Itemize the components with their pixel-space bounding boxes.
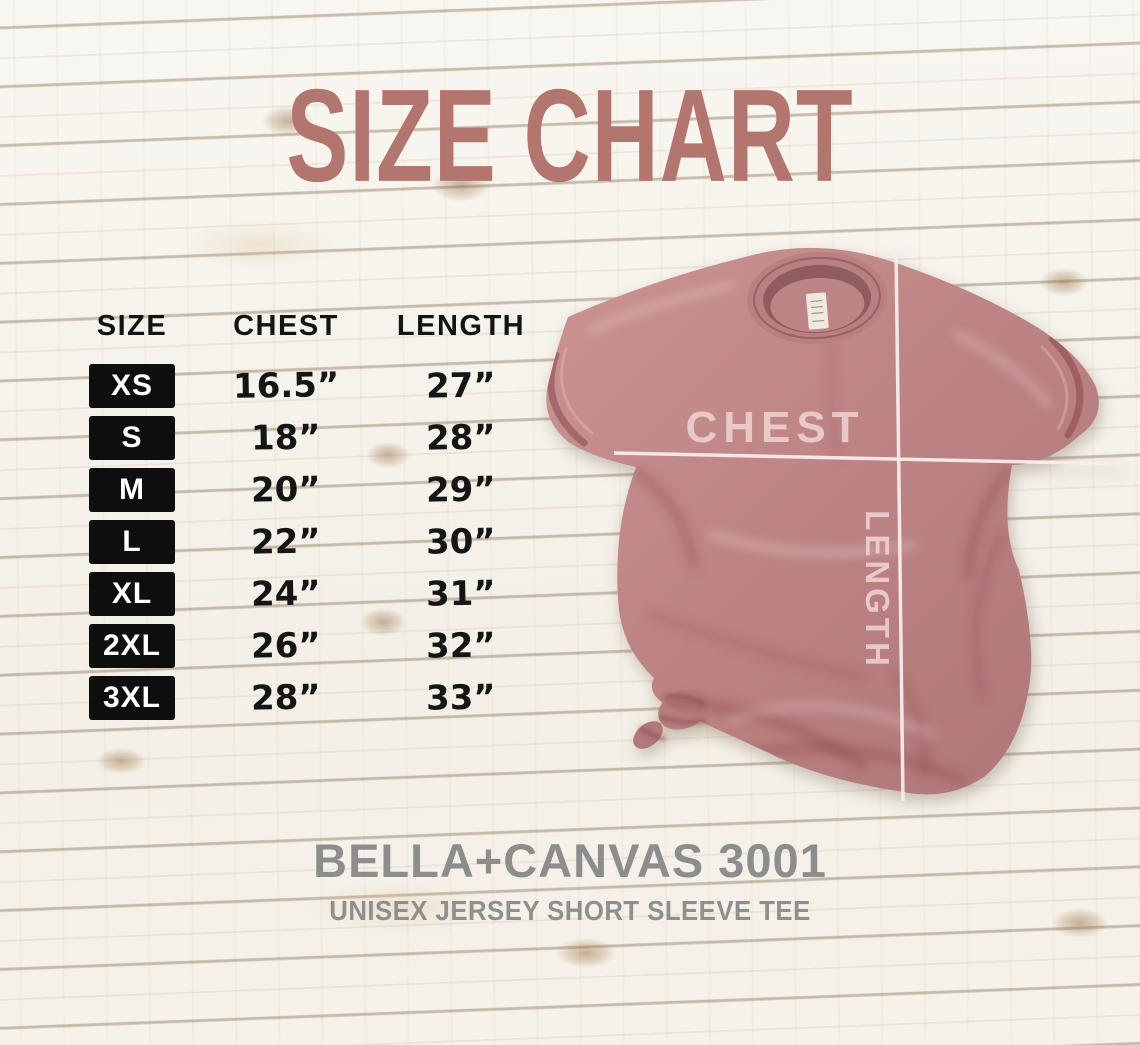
wood-knot	[366, 442, 410, 468]
size-badge: L	[89, 520, 175, 564]
chest-measure-line	[613, 451, 1123, 466]
column-header-size: SIZE	[96, 310, 168, 342]
size-table: SIZE CHEST LENGTH XS 16.5” 27” S 18” 28”…	[62, 296, 552, 724]
chest-value: 28”	[250, 677, 322, 719]
wood-patch	[180, 220, 340, 270]
tshirt-silhouette: CHEST LENGTH	[546, 247, 1123, 802]
tshirt-photo: CHEST LENGTH	[546, 247, 1123, 802]
length-value: 28”	[425, 417, 497, 459]
wood-knot	[96, 748, 146, 774]
chest-value: 20”	[250, 469, 322, 511]
size-badge: 2XL	[89, 624, 175, 668]
chest-value: 26”	[250, 625, 322, 667]
chest-value: 18”	[250, 417, 322, 459]
size-badge: XS	[89, 364, 175, 408]
length-value: 29”	[425, 469, 497, 511]
chest-value: 22”	[250, 521, 322, 563]
size-badge: M	[89, 468, 175, 512]
chest-value: 16.5”	[232, 365, 340, 407]
wood-knot	[262, 106, 314, 136]
size-badge: XL	[89, 572, 175, 616]
wood-knot	[556, 938, 616, 968]
neck-label-tag	[805, 292, 829, 330]
chest-line-label: CHEST	[685, 403, 864, 452]
size-chart-title: SIZE CHART	[286, 62, 854, 210]
wood-knot	[1040, 268, 1088, 296]
wood-patch	[300, 880, 500, 936]
sleeve-cuff-seams	[547, 335, 1084, 447]
column-header-length: LENGTH	[396, 310, 526, 342]
length-measure-line	[894, 248, 905, 802]
size-badge: S	[89, 416, 175, 460]
tshirt-collar	[747, 251, 887, 345]
wood-knot	[360, 608, 406, 636]
size-badge: 3XL	[89, 676, 175, 720]
length-value: 27”	[425, 365, 497, 407]
length-line-label: LENGTH	[859, 510, 896, 670]
length-value: 33”	[425, 677, 497, 719]
wood-knot	[1052, 908, 1108, 938]
chest-value: 24”	[250, 573, 322, 615]
length-value: 32”	[425, 625, 497, 667]
length-value: 30”	[425, 521, 497, 563]
wood-knot	[432, 168, 490, 202]
product-name: BELLA+CANVAS 3001	[313, 834, 827, 887]
column-header-chest: CHEST	[233, 310, 339, 342]
product-subtitle: UNISEX JERSEY SHORT SLEEVE TEE	[329, 895, 811, 926]
length-value: 31”	[425, 573, 497, 615]
